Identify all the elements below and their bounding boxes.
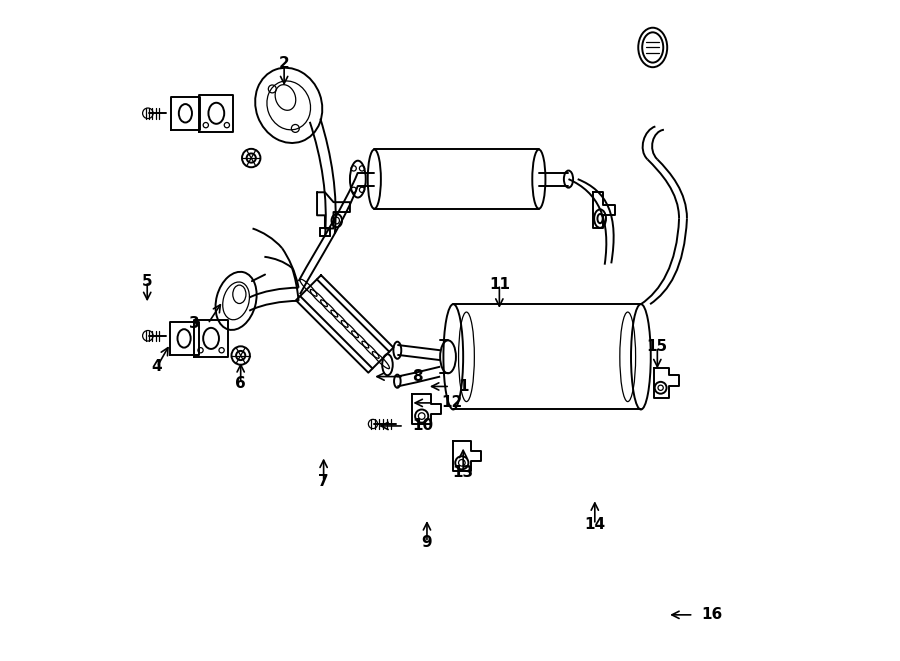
Text: 2: 2: [279, 56, 290, 71]
Text: 13: 13: [453, 465, 473, 479]
Text: 3: 3: [189, 317, 200, 331]
Text: 12: 12: [441, 395, 463, 410]
Text: 10: 10: [412, 418, 433, 434]
Text: 6: 6: [235, 375, 246, 391]
Text: 5: 5: [142, 274, 152, 289]
Text: 1: 1: [458, 379, 468, 394]
Text: 4: 4: [152, 359, 162, 374]
Text: 7: 7: [319, 475, 328, 489]
Text: 8: 8: [412, 369, 422, 384]
Text: 11: 11: [489, 277, 510, 292]
Text: 15: 15: [647, 340, 668, 354]
Text: 16: 16: [701, 607, 723, 623]
Text: 14: 14: [584, 517, 606, 532]
Text: 9: 9: [421, 535, 432, 550]
